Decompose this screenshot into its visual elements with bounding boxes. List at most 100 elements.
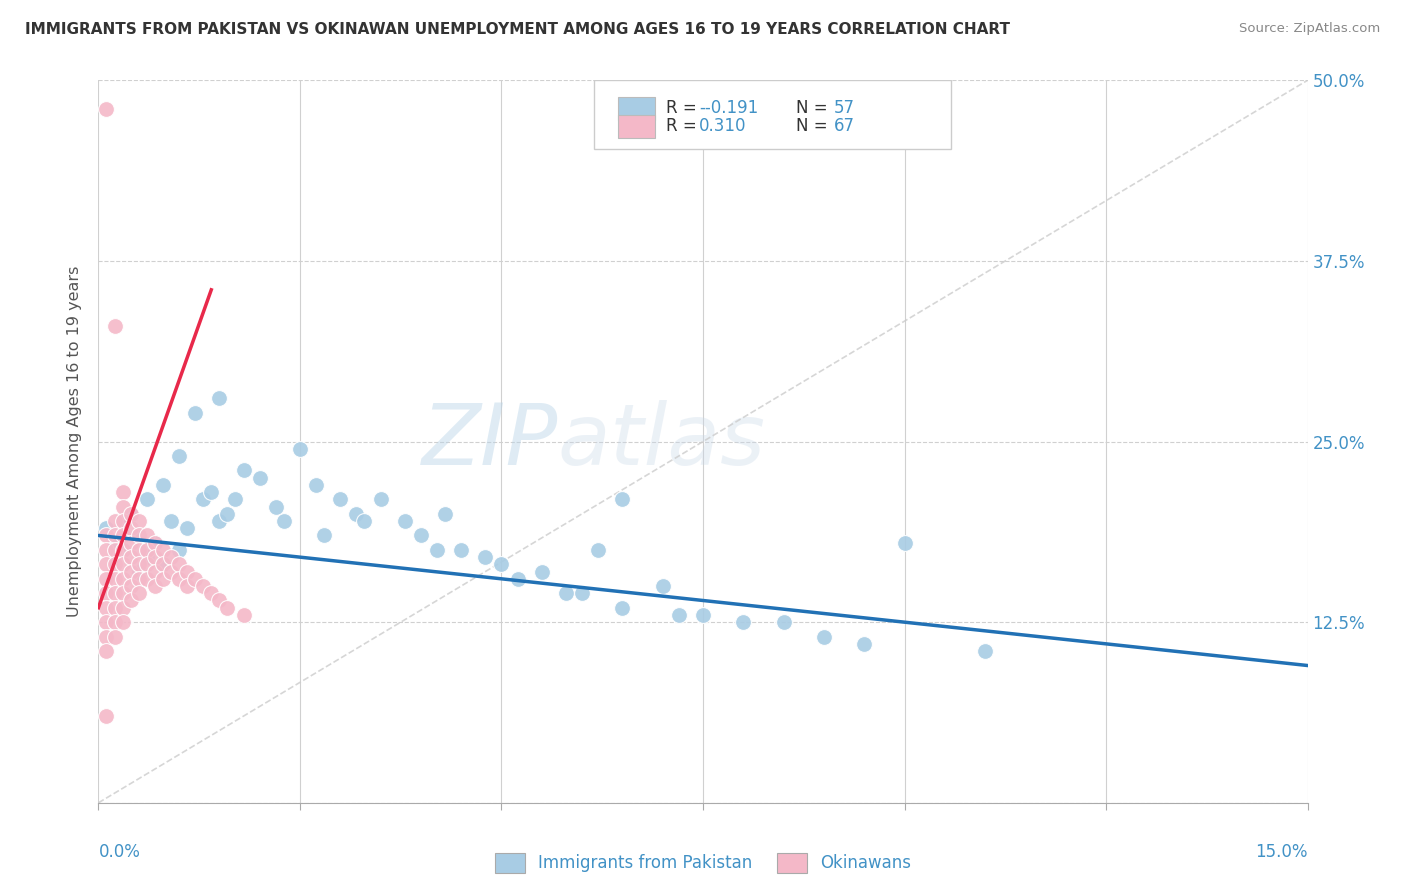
- Point: [111, 528, 134, 542]
- Point: [571, 586, 593, 600]
- Point: [128, 565, 150, 579]
- Point: [120, 550, 142, 565]
- Point: [111, 600, 134, 615]
- Point: [288, 442, 311, 456]
- Point: [120, 507, 142, 521]
- Point: [273, 514, 295, 528]
- Text: N =: N =: [796, 117, 832, 135]
- Point: [103, 630, 125, 644]
- Point: [135, 558, 157, 572]
- Point: [128, 572, 150, 586]
- Point: [103, 318, 125, 333]
- Point: [143, 535, 166, 549]
- Point: [103, 514, 125, 528]
- Point: [120, 521, 142, 535]
- Point: [224, 492, 246, 507]
- Point: [96, 528, 118, 542]
- Point: [329, 492, 352, 507]
- Point: [96, 615, 118, 630]
- Point: [103, 586, 125, 600]
- Point: [586, 542, 609, 557]
- Legend: Immigrants from Pakistan, Okinawans: Immigrants from Pakistan, Okinawans: [488, 847, 918, 880]
- Point: [249, 470, 271, 484]
- Point: [128, 528, 150, 542]
- Point: [152, 572, 174, 586]
- Text: Source: ZipAtlas.com: Source: ZipAtlas.com: [1240, 22, 1381, 36]
- Point: [176, 579, 198, 593]
- Point: [96, 709, 118, 723]
- Point: [111, 500, 134, 514]
- Point: [733, 615, 755, 630]
- Point: [103, 600, 125, 615]
- Point: [111, 586, 134, 600]
- Text: N =: N =: [796, 99, 832, 117]
- Point: [96, 600, 118, 615]
- Point: [167, 449, 190, 463]
- Point: [135, 572, 157, 586]
- Point: [96, 542, 118, 557]
- Point: [409, 528, 432, 542]
- Point: [96, 586, 118, 600]
- Point: [184, 572, 207, 586]
- Point: [111, 485, 134, 500]
- Point: [651, 579, 673, 593]
- Text: 57: 57: [834, 99, 855, 117]
- Point: [184, 406, 207, 420]
- Point: [167, 542, 190, 557]
- Point: [103, 542, 125, 557]
- Point: [193, 579, 215, 593]
- Point: [893, 535, 915, 549]
- Point: [612, 492, 634, 507]
- Point: [612, 600, 634, 615]
- Point: [103, 535, 125, 549]
- Point: [668, 607, 690, 622]
- Point: [370, 492, 392, 507]
- Point: [160, 565, 183, 579]
- Point: [491, 558, 513, 572]
- Point: [264, 500, 287, 514]
- Point: [135, 550, 157, 565]
- Text: 67: 67: [834, 117, 855, 135]
- Text: --0.191: --0.191: [699, 99, 759, 117]
- Point: [135, 528, 157, 542]
- Point: [135, 542, 157, 557]
- Text: 0.310: 0.310: [699, 117, 747, 135]
- Point: [152, 478, 174, 492]
- Point: [111, 542, 134, 557]
- Point: [128, 528, 150, 542]
- Point: [120, 593, 142, 607]
- Point: [96, 558, 118, 572]
- Point: [143, 535, 166, 549]
- Point: [128, 514, 150, 528]
- Point: [193, 492, 215, 507]
- Point: [96, 572, 118, 586]
- Text: R =: R =: [665, 117, 702, 135]
- Point: [692, 607, 714, 622]
- Point: [353, 514, 375, 528]
- Point: [111, 542, 134, 557]
- Bar: [619, 97, 655, 120]
- Point: [152, 558, 174, 572]
- Point: [217, 507, 239, 521]
- Point: [434, 507, 457, 521]
- Point: [152, 558, 174, 572]
- Point: [167, 572, 190, 586]
- Point: [143, 550, 166, 565]
- FancyBboxPatch shape: [595, 80, 950, 149]
- Point: [103, 528, 125, 542]
- Point: [217, 600, 239, 615]
- Point: [128, 586, 150, 600]
- Point: [314, 528, 336, 542]
- Point: [853, 637, 876, 651]
- Point: [128, 542, 150, 557]
- Point: [232, 463, 254, 477]
- Point: [208, 593, 231, 607]
- Point: [200, 586, 222, 600]
- Point: [530, 565, 553, 579]
- Point: [506, 572, 529, 586]
- Point: [394, 514, 416, 528]
- Point: [111, 514, 134, 528]
- Point: [450, 542, 472, 557]
- Point: [111, 514, 134, 528]
- Text: atlas: atlas: [558, 400, 766, 483]
